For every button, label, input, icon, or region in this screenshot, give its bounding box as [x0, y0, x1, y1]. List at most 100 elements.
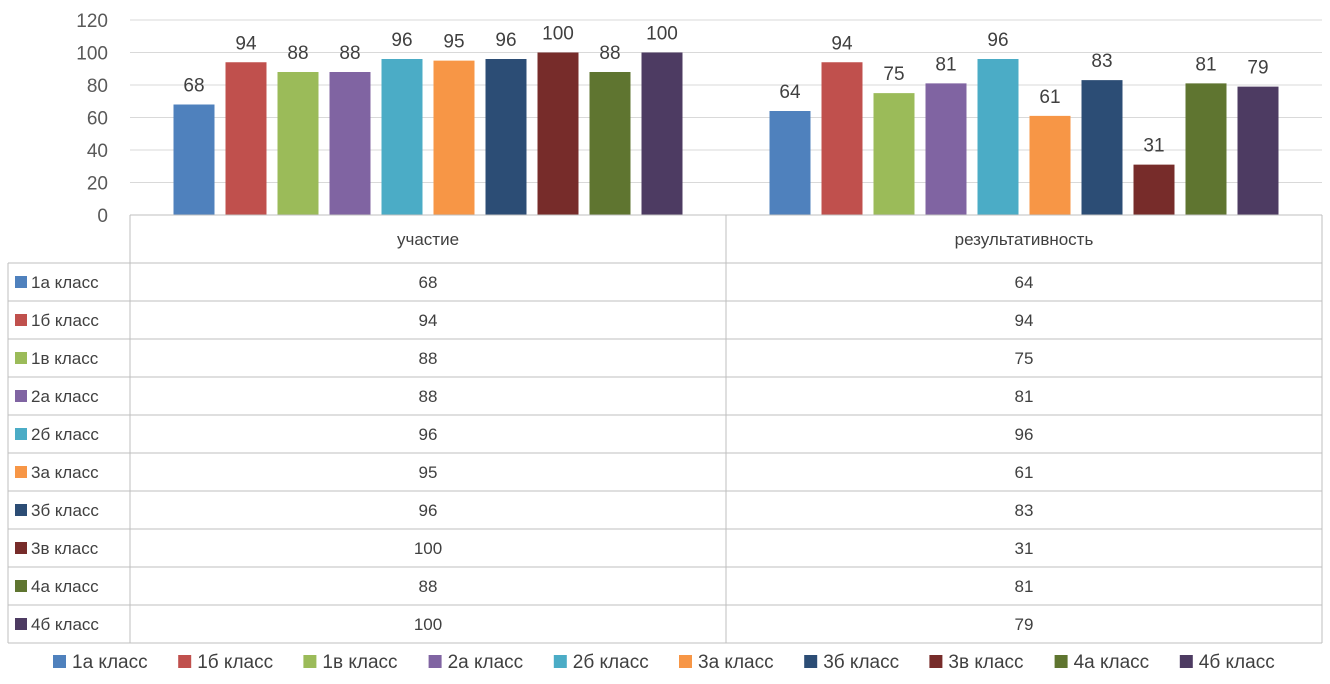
table-legend-key — [15, 276, 27, 288]
bar — [173, 104, 215, 215]
y-tick-label: 60 — [87, 109, 108, 130]
table-cell: 94 — [419, 311, 438, 330]
legend-key — [929, 655, 943, 668]
category-label: участие — [397, 230, 459, 249]
table-row-label: 4а класс — [31, 577, 99, 596]
data-label: 83 — [1091, 51, 1112, 72]
legend-key — [804, 655, 818, 668]
table-row-label: 1б класс — [31, 311, 99, 330]
table-row-label: 3б класс — [31, 501, 99, 520]
table-cell: 88 — [419, 387, 438, 406]
table-row-label: 4б класс — [31, 615, 99, 634]
bar — [537, 52, 579, 215]
data-label: 64 — [779, 82, 801, 103]
bar — [589, 72, 631, 215]
legend-key — [553, 655, 567, 668]
data-label: 94 — [831, 33, 853, 54]
table-cell: 96 — [419, 501, 438, 520]
bar — [925, 83, 967, 215]
table-cell: 88 — [419, 349, 438, 368]
table-cell: 94 — [1015, 311, 1034, 330]
legend-label: 3б класс — [823, 652, 899, 673]
table-cell: 96 — [419, 425, 438, 444]
legend-label: 2а класс — [448, 652, 524, 673]
legend-key — [679, 655, 692, 668]
table-legend-key — [15, 428, 27, 440]
data-label: 68 — [183, 76, 204, 97]
table-cell: 96 — [1015, 425, 1034, 444]
bar — [1029, 115, 1071, 215]
data-label: 79 — [1247, 58, 1268, 79]
table-cell: 83 — [1015, 501, 1034, 520]
table-legend-key — [15, 314, 27, 326]
legend-label: 1в класс — [322, 652, 397, 673]
legend: 1а класс 1б класс 1в класс 2а класс 2б класс… — [53, 652, 1275, 673]
table-cell: 88 — [419, 577, 438, 596]
table-row-label: 1а класс — [31, 273, 99, 292]
bar — [329, 72, 371, 215]
table-legend-key — [15, 390, 27, 402]
table-legend-key — [15, 542, 27, 554]
data-label: 96 — [391, 30, 412, 51]
table-legend-key — [15, 618, 27, 630]
y-axis-ticks: 0 20 40 60 80 100 120 — [76, 11, 108, 227]
legend-key — [1054, 655, 1068, 668]
table-row-label: 2б класс — [31, 425, 99, 444]
data-label: 81 — [935, 54, 956, 75]
category-label: результативность — [955, 230, 1094, 249]
data-label: 100 — [646, 24, 678, 45]
data-label: 96 — [495, 30, 516, 51]
legend-key — [53, 655, 66, 668]
legend-label: 1а класс — [72, 652, 148, 673]
legend-label: 4а класс — [1074, 652, 1150, 673]
bar — [381, 59, 423, 215]
data-label: 96 — [987, 30, 1008, 51]
bar — [1185, 83, 1227, 215]
data-label: 31 — [1143, 136, 1164, 157]
legend-key — [303, 655, 317, 668]
y-tick-label: 100 — [76, 44, 108, 65]
data-label: 61 — [1039, 87, 1060, 108]
bar — [769, 111, 811, 215]
table-cell: 31 — [1015, 539, 1034, 558]
data-label: 88 — [599, 43, 620, 64]
table-row-label: 3в класс — [31, 539, 99, 558]
legend-label: 1б класс — [197, 652, 273, 673]
bar — [433, 60, 475, 215]
legend-label: 2б класс — [573, 652, 649, 673]
bar — [485, 59, 527, 215]
bar — [277, 72, 319, 215]
table-row-label: 1в класс — [31, 349, 99, 368]
table-cell: 81 — [1015, 387, 1034, 406]
bar — [641, 52, 683, 215]
table-legend-key — [15, 504, 27, 516]
data-label: 100 — [542, 24, 574, 45]
y-tick-label: 80 — [87, 76, 108, 97]
table-cell: 68 — [419, 273, 438, 292]
data-labels: 68 94 88 88 96 95 96 100 88 100 64 94 75 81 96 61 83 31 81… — [183, 24, 1268, 157]
table-cell: 100 — [414, 615, 442, 634]
bar — [225, 62, 267, 215]
table-cell: 95 — [419, 463, 438, 482]
data-label: 95 — [443, 32, 464, 53]
table-row-label: 2а класс — [31, 387, 99, 406]
legend-key — [1179, 655, 1193, 668]
y-tick-label: 40 — [87, 141, 108, 162]
gridlines — [130, 19, 1322, 216]
bars — [173, 52, 1279, 215]
table-cell: 79 — [1015, 615, 1034, 634]
bar — [977, 59, 1019, 215]
legend-label: 3а класс — [698, 652, 774, 673]
y-tick-label: 120 — [76, 11, 108, 32]
data-table: участие результативность 1а класс 68 64 1б кл… — [7, 214, 1323, 644]
data-label: 81 — [1195, 54, 1216, 75]
bar — [821, 62, 863, 215]
legend-label: 4б класс — [1199, 652, 1275, 673]
data-label: 88 — [287, 43, 308, 64]
legend-key — [178, 655, 192, 668]
table-cell: 81 — [1015, 577, 1034, 596]
bar — [873, 93, 915, 215]
table-row-label: 3а класс — [31, 463, 99, 482]
table-cell: 64 — [1015, 273, 1034, 292]
